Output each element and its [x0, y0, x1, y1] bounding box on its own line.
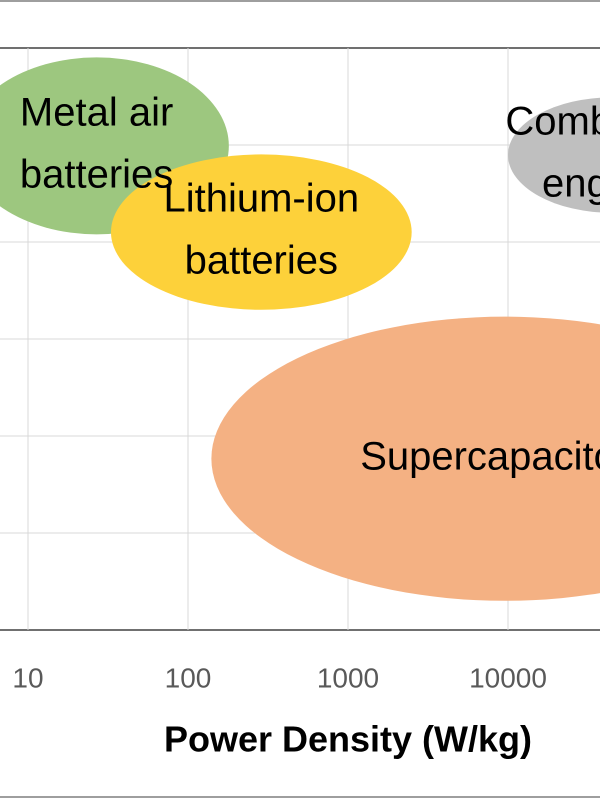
region-label: batteries	[185, 239, 338, 283]
region-label: batteries	[20, 152, 173, 196]
region-label: Metal air	[20, 90, 173, 134]
regions	[0, 57, 600, 601]
region	[211, 316, 600, 601]
x-tick-label: 10000	[469, 662, 547, 693]
region-label: engines	[542, 162, 600, 206]
region-label: Supercapacitors	[360, 434, 600, 478]
x-axis-title: Power Density (W/kg)	[164, 719, 532, 760]
region	[508, 97, 600, 213]
region-label: Combustion	[505, 100, 600, 144]
region-label: Lithium-ion	[163, 177, 359, 221]
x-tick-label: 100	[165, 662, 212, 693]
x-tick-label: 10	[12, 662, 43, 693]
axes: 10 100 1000 10000	[12, 662, 547, 693]
labels: Metal air batteries Combustion engines Lithi…	[20, 90, 600, 478]
region	[110, 154, 412, 310]
x-tick-label: 1000	[317, 662, 379, 693]
